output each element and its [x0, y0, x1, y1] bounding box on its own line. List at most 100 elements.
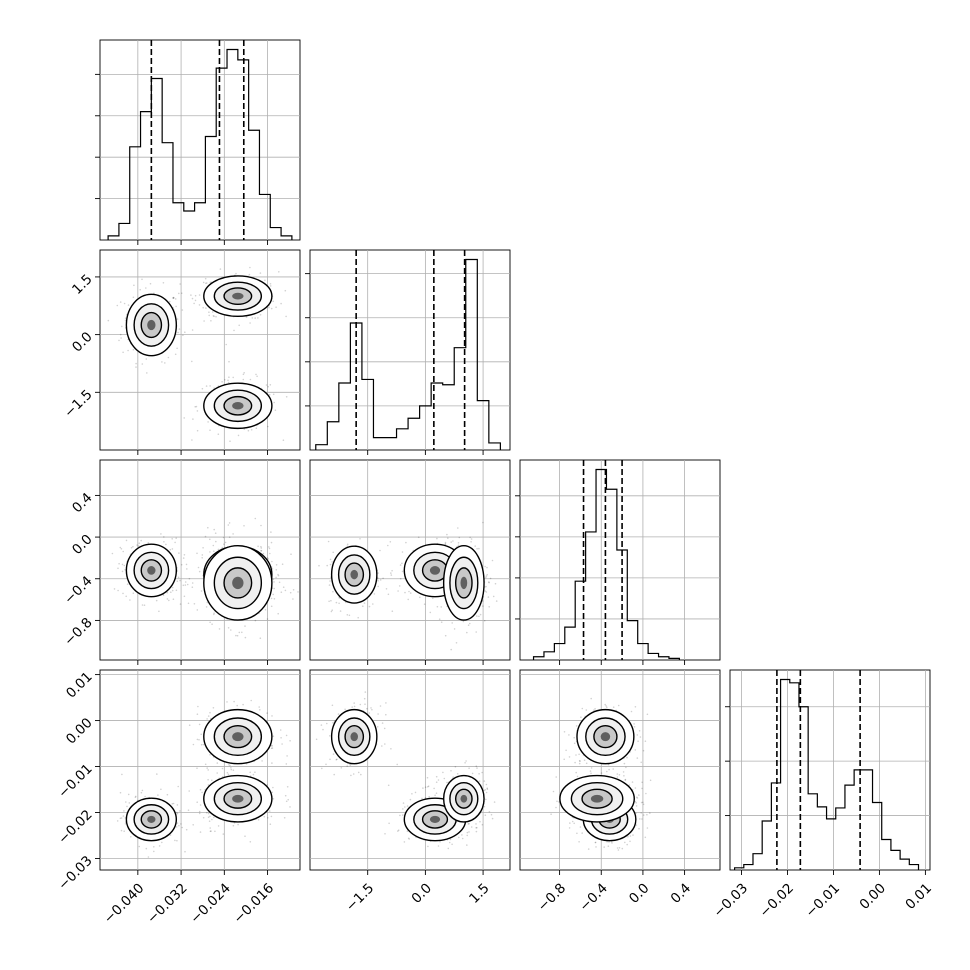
- scatter-point: [555, 776, 557, 778]
- scatter-point: [636, 757, 639, 759]
- scatter-point: [443, 777, 446, 780]
- scatter-point: [273, 598, 276, 600]
- scatter-point: [379, 549, 381, 552]
- scatter-point: [579, 760, 581, 762]
- density-level: [147, 566, 156, 575]
- scatter-point: [595, 846, 597, 848]
- contour-2: [213, 556, 263, 610]
- scatter-point: [353, 702, 356, 704]
- x-tick-label: 0.00: [856, 880, 889, 913]
- scatter-point: [212, 544, 215, 547]
- scatter-point: [177, 785, 179, 788]
- contour-2: [223, 287, 253, 306]
- scatter-point: [201, 387, 204, 390]
- scatter-point: [121, 563, 124, 566]
- scatter-point: [237, 823, 239, 826]
- scatter-point: [422, 787, 424, 789]
- scatter-point: [256, 375, 258, 378]
- scatter-point: [249, 841, 252, 843]
- scatter-point: [427, 786, 429, 788]
- panel-frame: [309, 249, 511, 451]
- scatter-point: [124, 569, 126, 571]
- scatter-point: [209, 717, 212, 720]
- scatter-point: [437, 845, 440, 847]
- scatter-point: [172, 802, 175, 805]
- scatter-point: [630, 710, 633, 713]
- scatter-point: [446, 533, 448, 536]
- scatter-point: [481, 823, 484, 826]
- scatter-point: [446, 781, 448, 784]
- scatter-point: [235, 634, 237, 637]
- scatter-point: [457, 544, 460, 547]
- scatter-point: [331, 704, 334, 707]
- scatter-point: [252, 773, 255, 776]
- scatter-point: [119, 333, 122, 336]
- scatter-point: [191, 582, 194, 584]
- scatter-point: [634, 800, 637, 803]
- scatter-point: [486, 787, 489, 789]
- scatter-point: [346, 765, 349, 767]
- scatter-point: [267, 558, 270, 560]
- scatter-point: [285, 763, 288, 765]
- scatter-point: [209, 830, 212, 833]
- contour-1: [593, 725, 618, 749]
- scatter-point: [179, 810, 181, 812]
- scatter-point: [271, 747, 274, 749]
- scatter-point: [646, 827, 649, 829]
- scatter-point: [645, 792, 647, 795]
- scatter-point: [381, 722, 384, 724]
- scatter-point: [213, 550, 215, 552]
- scatter-point: [575, 754, 577, 756]
- scatter-point: [402, 808, 404, 810]
- scatter-point: [228, 764, 230, 766]
- scatter-point: [270, 605, 273, 608]
- scatter-point: [227, 627, 230, 629]
- scatter-point: [144, 795, 146, 798]
- scatter-point: [337, 713, 340, 715]
- scatter-point: [176, 580, 179, 582]
- scatter-point: [259, 272, 262, 274]
- scatter-point: [254, 619, 257, 622]
- scatter-point: [631, 781, 634, 783]
- scatter-point: [116, 820, 119, 822]
- scatter-point: [235, 272, 237, 275]
- scatter-point: [141, 789, 144, 792]
- scatter-point: [162, 282, 165, 284]
- scatter-point: [484, 814, 487, 816]
- scatter-point: [177, 331, 179, 334]
- scatter-point: [149, 282, 152, 285]
- scatter-point: [396, 763, 399, 766]
- scatter-point: [255, 373, 257, 376]
- scatter-point: [184, 850, 186, 853]
- scatter-point: [145, 847, 148, 850]
- y-tick-label: 0.00: [63, 715, 96, 748]
- scatter-point: [172, 296, 175, 299]
- scatter-point: [439, 840, 441, 843]
- density-level: [232, 576, 244, 590]
- scatter-point: [206, 282, 208, 284]
- scatter-point: [138, 845, 141, 848]
- scatter-point: [469, 536, 471, 539]
- scatter-point: [485, 591, 488, 593]
- x-tick-label: −0.016: [231, 880, 278, 927]
- contour-1: [203, 382, 273, 430]
- histogram-3: [733, 678, 920, 870]
- scatter-point: [485, 585, 487, 588]
- scatter-point: [315, 738, 318, 741]
- scatter-point: [479, 820, 481, 823]
- scatter-point: [201, 557, 203, 559]
- scatter-point: [185, 828, 188, 831]
- scatter-point: [161, 361, 163, 363]
- scatter-point: [387, 784, 390, 787]
- scatter-point: [162, 594, 165, 597]
- scatter-point: [132, 296, 135, 299]
- scatter-point: [232, 769, 235, 771]
- scatter-point: [247, 429, 250, 432]
- density-level: [429, 815, 441, 823]
- scatter-point: [455, 642, 458, 644]
- scatter-point: [476, 615, 478, 617]
- scatter-point: [357, 616, 360, 619]
- scatter-point: [550, 813, 552, 815]
- scatter-point: [204, 763, 207, 766]
- scatter-point: [140, 539, 142, 542]
